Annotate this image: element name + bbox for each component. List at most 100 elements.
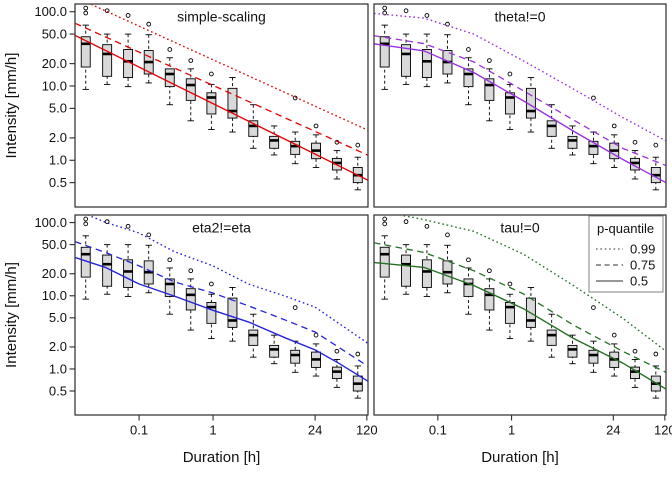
- x-tick-label: 120: [654, 423, 672, 438]
- boxplot: [484, 58, 495, 122]
- outlier-point: [487, 58, 492, 63]
- boxplot: [546, 104, 557, 149]
- boxplot: [546, 313, 557, 358]
- quantile-curve-0.75: [75, 22, 368, 156]
- boxplot: [123, 223, 134, 297]
- quantile-curve-0.5: [374, 261, 666, 390]
- outlier-point: [445, 232, 450, 238]
- quantile-curve-0.5: [75, 256, 368, 382]
- panel-border: [74, 3, 369, 208]
- box: [290, 140, 301, 155]
- outlier-point: [611, 123, 617, 129]
- x-tick-label: 120: [356, 423, 378, 438]
- x-tick-label: 1: [209, 423, 216, 438]
- outlier-point: [382, 216, 388, 222]
- outlier-point: [188, 268, 194, 274]
- outlier-point: [355, 351, 361, 357]
- box: [484, 288, 495, 311]
- boxplot: [650, 142, 661, 191]
- boxplot: [143, 21, 154, 84]
- x-axis-title: Duration [h]: [183, 449, 261, 466]
- y-axis-title: Intensity [mm/h]: [3, 262, 20, 368]
- boxplot: [331, 139, 342, 180]
- boxplot: [504, 281, 515, 340]
- quantile-curve-0.75: [75, 241, 368, 367]
- boxplot: [442, 232, 453, 294]
- box: [102, 44, 113, 77]
- boxplot: [630, 348, 640, 388]
- box: [164, 278, 175, 297]
- box: [567, 344, 578, 358]
- y-tick-label: 0.5: [49, 175, 67, 190]
- outlier-point: [167, 257, 173, 263]
- outlier-point: [653, 142, 659, 148]
- boxplot: [164, 257, 175, 315]
- boxplot: [421, 223, 432, 297]
- boxplot: [379, 5, 390, 90]
- outlier-point: [487, 268, 492, 274]
- y-tick-label: 20.0: [42, 266, 67, 281]
- box: [504, 302, 515, 324]
- panel-simple-scaling: simple-scaling: [74, 3, 369, 208]
- panel-title: tau!=0: [500, 220, 540, 236]
- box: [185, 288, 196, 311]
- boxplot: [206, 281, 217, 340]
- boxplot: [630, 139, 640, 180]
- outlier-point: [104, 8, 110, 14]
- outlier-point: [382, 5, 388, 11]
- x-tick-label: 24: [308, 423, 322, 438]
- box: [227, 87, 238, 119]
- legend: p-quantile 0.990.750.5: [588, 215, 664, 293]
- boxplot: [185, 268, 196, 331]
- y-tick-label: 10.0: [42, 288, 67, 303]
- box: [588, 349, 599, 364]
- quantile-curves: [374, 12, 666, 184]
- outlier-point: [424, 13, 430, 18]
- outlier-point: [125, 223, 131, 229]
- outlier-point: [188, 58, 194, 63]
- boxplot: [379, 216, 390, 300]
- outlier-point: [403, 219, 409, 225]
- box: [588, 140, 599, 155]
- boxplots: [379, 5, 661, 191]
- boxplot: [227, 286, 238, 342]
- box: [401, 254, 411, 287]
- box: [185, 78, 196, 101]
- quantile-curve-0.75: [374, 242, 666, 373]
- outlier-point: [403, 8, 409, 14]
- boxplot: [567, 334, 578, 365]
- box: [269, 344, 280, 358]
- box: [102, 254, 113, 287]
- box: [123, 259, 134, 288]
- box: [206, 302, 217, 324]
- boxplot: [102, 8, 113, 85]
- y-tick-label: 10.0: [42, 78, 67, 93]
- boxplot: [609, 332, 620, 377]
- boxplot: [311, 332, 321, 377]
- panel-border: [373, 3, 667, 208]
- outlier-point: [125, 13, 131, 18]
- boxplot: [311, 123, 321, 168]
- boxplot: [248, 313, 259, 358]
- legend-entry: 0.75: [596, 257, 655, 272]
- box: [504, 92, 515, 115]
- boxplot: [102, 219, 113, 295]
- y-tick-label: 100.0: [34, 4, 67, 19]
- panel-border: [74, 214, 369, 416]
- y-tick-label: 2.0: [49, 130, 67, 145]
- panel-title: eta2!=eta: [192, 220, 251, 236]
- outlier-point: [313, 332, 319, 338]
- y-tick-label: 5.0: [49, 101, 67, 116]
- box: [379, 36, 390, 68]
- outlier-point: [466, 47, 471, 52]
- boxplot: [331, 348, 342, 388]
- boxplot: [401, 219, 411, 295]
- box: [463, 278, 474, 297]
- y-tick-label: 2.0: [49, 339, 67, 354]
- panel-title: simple-scaling: [177, 9, 266, 25]
- outlier-point: [146, 21, 152, 27]
- quantile-curve-0.5: [374, 43, 666, 184]
- x-axis-ticks: 0.1 1 24 120: [429, 415, 672, 438]
- y-tick-label: 50.0: [42, 237, 67, 252]
- outlier-point: [83, 221, 89, 227]
